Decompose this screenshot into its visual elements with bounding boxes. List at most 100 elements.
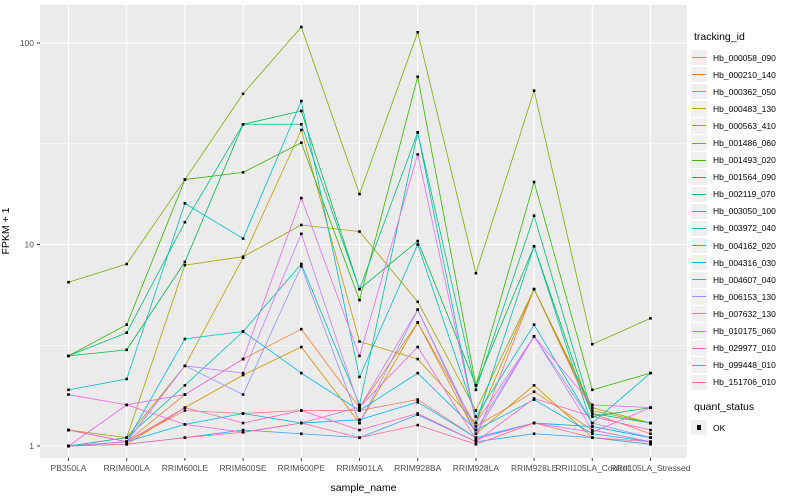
legend-item-label: Hb_151706_010	[713, 377, 776, 388]
legend-key-swatch	[691, 374, 707, 391]
legend-key-swatch	[691, 357, 707, 373]
legend-item: Hb_000210_140	[691, 66, 776, 83]
legend-item-label: Hb_002119_070	[713, 189, 776, 200]
data-point	[416, 423, 419, 427]
data-point	[649, 317, 652, 320]
data-point	[532, 397, 536, 400]
legend-item-label: Hb_099448_010	[713, 360, 776, 371]
legend-item: Hb_004316_030	[691, 254, 776, 271]
data-point	[591, 430, 594, 434]
data-point	[474, 432, 478, 436]
x-tick-label: RRIM901LA	[336, 463, 383, 473]
y-tick-label: 1	[29, 441, 34, 451]
line-key-icon	[692, 227, 706, 229]
data-point	[300, 223, 303, 227]
data-point	[416, 412, 419, 415]
legend-item-label: Hb_000210_140	[713, 69, 776, 80]
data-point	[649, 436, 652, 439]
data-point	[183, 178, 187, 181]
data-point	[358, 287, 361, 291]
data-point	[300, 141, 303, 145]
legend-key-swatch	[691, 203, 707, 220]
legend-item: Hb_002119_070	[691, 186, 776, 203]
data-point	[474, 442, 478, 446]
data-point	[241, 255, 245, 258]
data-point	[416, 357, 419, 361]
legend-item-label: Hb_001564_090	[713, 172, 776, 183]
data-point	[416, 31, 419, 34]
data-point	[300, 232, 303, 236]
data-point	[532, 244, 536, 248]
line-key-icon	[692, 57, 706, 59]
data-point	[300, 409, 303, 412]
data-point	[416, 153, 419, 156]
data-point	[591, 388, 594, 392]
legend-item: Hb_006153_130	[691, 288, 776, 305]
data-point	[300, 371, 303, 375]
data-point	[416, 371, 419, 375]
legend-item-label: Hb_004316_030	[713, 257, 776, 268]
legend-item: Hb_029977_010	[691, 340, 776, 357]
gridlines-major	[40, 5, 687, 458]
data-point	[125, 331, 128, 334]
data-point	[591, 342, 594, 346]
data-point	[649, 421, 652, 425]
data-point	[125, 262, 128, 266]
legend-item-label: Hb_004607_040	[713, 274, 776, 285]
data-point	[416, 300, 419, 304]
data-point	[591, 406, 594, 409]
line-key-icon	[692, 245, 706, 247]
legend-key-swatch	[691, 220, 707, 237]
data-point	[532, 384, 536, 387]
data-point	[241, 412, 245, 415]
data-point	[300, 109, 303, 113]
data-point	[591, 425, 594, 428]
data-point	[300, 327, 303, 331]
data-point	[183, 263, 187, 267]
legend-item-ok: OK	[691, 419, 725, 436]
legend-key-swatch	[691, 186, 707, 203]
legend-item: Hb_004162_020	[691, 237, 776, 254]
legend-item-label: Hb_000483_130	[713, 103, 776, 114]
data-point	[183, 436, 187, 439]
x-tick-label: RRII105LA_Stressed	[611, 463, 691, 473]
data-point	[300, 264, 303, 268]
line-key-icon	[692, 262, 706, 264]
x-tick-label: RRIM600LE	[162, 463, 209, 473]
data-point	[241, 357, 245, 361]
data-point	[300, 262, 303, 266]
data-point	[591, 428, 594, 432]
x-tick-label: RRIM928BA	[394, 463, 442, 473]
line-key-icon	[692, 91, 706, 93]
legend-item-label: OK	[713, 422, 726, 433]
data-point	[358, 436, 361, 439]
data-point	[474, 271, 478, 275]
legend-item-label: Hb_001493_020	[713, 155, 776, 166]
data-point	[474, 428, 478, 432]
legend-key-swatch	[691, 169, 707, 185]
data-point	[67, 393, 70, 396]
gridlines-minor	[40, 143, 687, 346]
data-point	[532, 180, 536, 184]
data-point	[241, 428, 245, 432]
legend-key-swatch	[691, 83, 707, 100]
line-key-icon	[692, 347, 706, 349]
data-point	[183, 260, 187, 264]
data-point	[416, 75, 419, 79]
x-axis-title: sample_name	[330, 482, 397, 494]
line-key-icon	[692, 313, 706, 315]
data-point	[532, 287, 536, 291]
data-point	[67, 444, 70, 448]
legend-item-label: Hb_007632_130	[713, 308, 776, 319]
data-point	[358, 409, 361, 412]
legend-title-quant-status: quant_status	[694, 401, 755, 413]
data-point	[416, 321, 419, 324]
data-point	[649, 440, 652, 444]
data-point	[300, 421, 303, 425]
legend-key-swatch	[691, 340, 707, 356]
x-tick-label: RRIM600LA	[104, 463, 151, 473]
legend-key-swatch	[691, 49, 707, 66]
data-point	[649, 432, 652, 436]
